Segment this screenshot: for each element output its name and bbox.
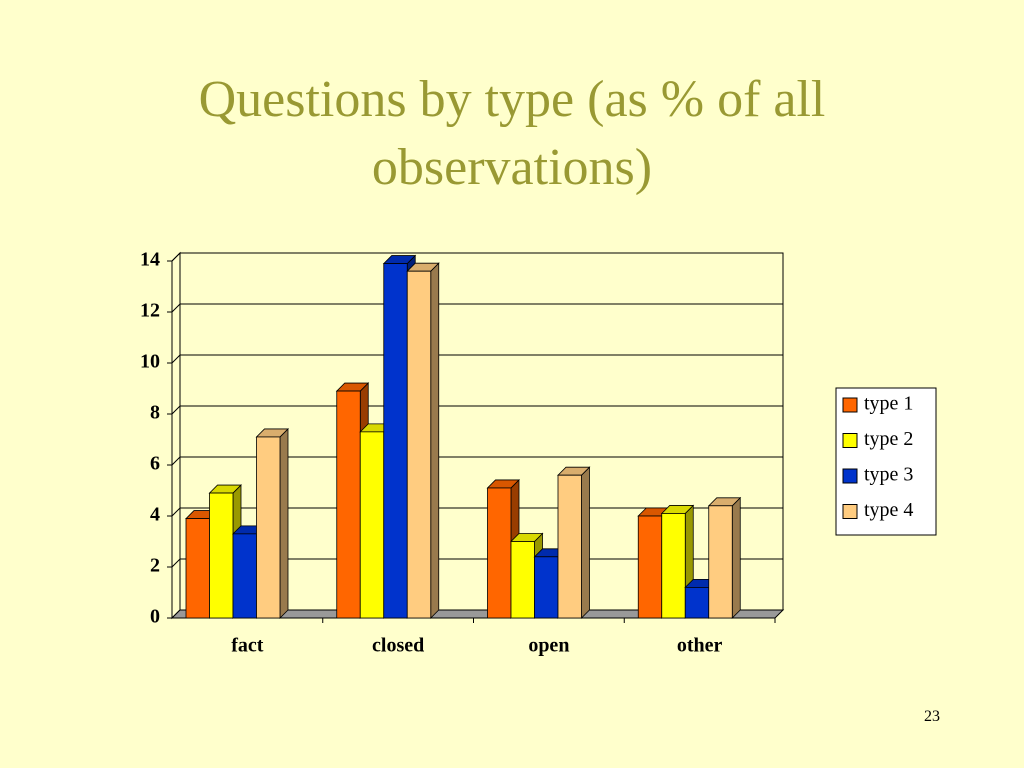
bar-front (209, 492, 234, 619)
legend-swatch (842, 397, 858, 413)
bar-front (256, 436, 281, 619)
bar-front (661, 513, 686, 619)
bar-front (510, 541, 535, 619)
bar-front (232, 533, 257, 619)
bar-front (406, 270, 432, 619)
y-tick-label: 12 (140, 300, 160, 322)
slide-number: 23 (924, 708, 940, 725)
x-tick-label: closed (372, 635, 424, 657)
bar-front (487, 487, 512, 619)
bar-front (534, 556, 559, 619)
grid-line (171, 252, 783, 262)
bar (255, 427, 289, 619)
bar-front (185, 518, 210, 619)
bar-side (430, 262, 440, 619)
y-tick-label: 8 (150, 402, 160, 424)
grid-line (171, 456, 783, 466)
bar-front (637, 515, 663, 619)
grid-line (171, 303, 783, 313)
bar-side (581, 466, 590, 619)
grid-line (171, 405, 783, 415)
x-tick-label: open (528, 635, 569, 657)
legend-label: type 4 (864, 499, 913, 521)
slide-title: Questions by type (as % of all observati… (198, 71, 826, 196)
y-tick-label: 2 (150, 555, 160, 577)
bar-front (359, 431, 385, 619)
bar (557, 466, 591, 619)
y-tick-label: 4 (150, 504, 160, 526)
y-tick-label: 14 (140, 249, 160, 271)
y-tick-label: 6 (150, 453, 160, 475)
bar (707, 496, 742, 619)
bar-front (708, 505, 733, 619)
bar-front (557, 474, 582, 619)
y-tick-label: 0 (150, 606, 160, 628)
x-tick-label: other (677, 635, 723, 657)
grid-line (171, 354, 783, 364)
bar-side (731, 496, 741, 619)
bar-front (684, 587, 710, 619)
y-tick-label: 10 (140, 351, 160, 373)
bar-front (383, 263, 408, 619)
legend-swatch (842, 433, 858, 448)
bar (406, 262, 440, 619)
legend-label: type 3 (864, 464, 913, 486)
bar-front (336, 390, 361, 619)
legend-swatch (842, 468, 858, 484)
x-tick-label: fact (231, 635, 264, 657)
legend-label: type 1 (864, 393, 913, 415)
legend-swatch (842, 504, 858, 519)
bar-side (279, 427, 289, 619)
legend-label: type 2 (864, 428, 913, 450)
